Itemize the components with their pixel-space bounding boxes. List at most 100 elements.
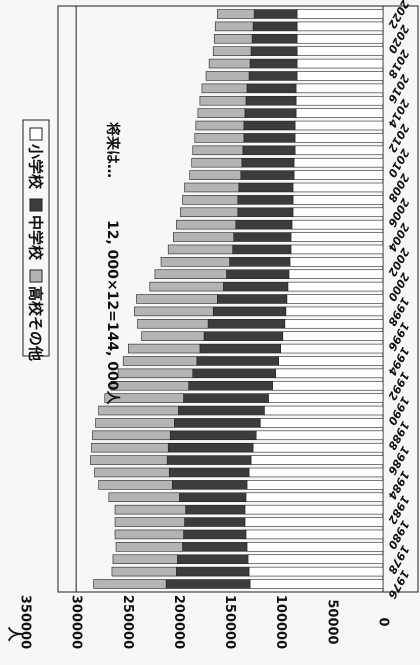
bar-2016-高校その他 xyxy=(201,83,248,94)
bar-1983-小学校 xyxy=(245,492,384,503)
bar-2006-中学校 xyxy=(237,207,294,218)
bar-2011-高校その他 xyxy=(192,145,244,156)
bar-2015-小学校 xyxy=(295,95,384,106)
y-unit-label: 人 xyxy=(6,626,24,642)
bar-1997-高校その他 xyxy=(137,319,209,329)
bar-2020-高校その他 xyxy=(213,34,253,44)
bar-2000-高校その他 xyxy=(149,281,224,292)
bar-1993-中学校 xyxy=(192,368,276,379)
y-tick-label: 100000 xyxy=(273,595,288,649)
bar-1982-高校その他 xyxy=(114,504,186,515)
bar-2000-小学校 xyxy=(287,281,384,292)
bar-1981-高校その他 xyxy=(114,517,185,527)
bar-1986-高校その他 xyxy=(90,455,168,465)
bar-1998-中学校 xyxy=(212,306,287,317)
bar-1985-中学校 xyxy=(168,467,250,478)
bar-1977-中学校 xyxy=(176,566,250,577)
bar-2005-高校その他 xyxy=(176,219,237,230)
legend-label-小学校: 小学校 xyxy=(27,144,45,190)
legend-label-中学校: 中学校 xyxy=(27,215,45,261)
bar-2017-中学校 xyxy=(248,71,298,81)
bar-2019-中学校 xyxy=(250,46,298,56)
bar-1993-高校その他 xyxy=(117,368,194,379)
bar-2014-中学校 xyxy=(244,108,297,118)
bar-2008-高校その他 xyxy=(184,182,240,193)
bar-1979-小学校 xyxy=(246,542,384,552)
bar-1979-高校その他 xyxy=(115,542,183,552)
legend-box xyxy=(22,119,50,357)
bar-2018-小学校 xyxy=(296,58,384,69)
bar-1996-高校その他 xyxy=(141,331,205,341)
bar-2004-中学校 xyxy=(233,232,292,242)
bar-1988-高校その他 xyxy=(92,430,171,441)
bar-2010-小学校 xyxy=(293,157,384,168)
bar-2005-小学校 xyxy=(291,219,384,230)
bar-1983-中学校 xyxy=(179,492,247,503)
bar-1993-小学校 xyxy=(275,368,384,379)
bar-2022-高校その他 xyxy=(216,9,255,19)
bar-2010-中学校 xyxy=(241,157,295,168)
bar-1985-小学校 xyxy=(248,467,384,478)
bar-1976-高校その他 xyxy=(93,579,167,589)
bar-1992-高校その他 xyxy=(110,380,189,391)
bar-1999-小学校 xyxy=(286,294,384,304)
bar-1991-中学校 xyxy=(183,393,269,403)
bar-2020-小学校 xyxy=(296,34,384,44)
bar-2019-小学校 xyxy=(296,46,384,56)
bar-2004-高校その他 xyxy=(173,232,234,242)
bar-2022-小学校 xyxy=(296,9,384,19)
bar-2013-中学校 xyxy=(243,120,296,131)
bar-2016-中学校 xyxy=(246,83,297,94)
bar-1984-高校その他 xyxy=(98,480,173,490)
bar-1976-中学校 xyxy=(165,579,251,589)
bar-2003-小学校 xyxy=(290,244,384,255)
bar-2009-小学校 xyxy=(293,170,384,180)
bar-1997-中学校 xyxy=(207,319,286,329)
plot-frame xyxy=(57,5,419,593)
bar-2018-高校その他 xyxy=(208,58,251,69)
bar-1979-中学校 xyxy=(182,542,248,552)
bar-1998-高校その他 xyxy=(134,306,214,317)
bar-1988-小学校 xyxy=(255,430,384,441)
bar-2022-中学校 xyxy=(253,9,298,19)
bar-2017-高校その他 xyxy=(205,71,250,81)
legend-marker-中学校 xyxy=(29,198,43,212)
bar-2012-中学校 xyxy=(243,133,296,143)
bar-2019-高校その他 xyxy=(212,46,252,56)
bar-1991-小学校 xyxy=(268,393,384,403)
bar-2014-小学校 xyxy=(295,108,384,118)
bar-2007-小学校 xyxy=(292,195,384,205)
bar-2002-高校その他 xyxy=(160,257,230,267)
bar-2000-中学校 xyxy=(223,281,289,292)
bar-2018-中学校 xyxy=(249,58,298,69)
bar-1986-中学校 xyxy=(166,455,252,465)
bar-1985-高校その他 xyxy=(94,467,170,478)
bar-1995-小学校 xyxy=(280,343,384,354)
bar-2015-高校その他 xyxy=(199,95,247,106)
bar-2017-小学校 xyxy=(296,71,384,81)
bar-1989-高校その他 xyxy=(95,418,175,428)
bar-1987-中学校 xyxy=(167,442,254,453)
bar-1995-高校その他 xyxy=(128,343,201,354)
annotation: 将来は… 12, 000×12=144, 000人 xyxy=(104,122,121,405)
bar-1980-小学校 xyxy=(245,529,384,540)
bar-2020-中学校 xyxy=(251,34,298,44)
bar-2008-小学校 xyxy=(292,182,384,193)
bar-2012-高校その他 xyxy=(194,133,245,143)
bar-1978-小学校 xyxy=(247,554,384,564)
bar-1983-高校その他 xyxy=(108,492,180,503)
y-tick-label: 0 xyxy=(376,617,391,626)
bar-2007-高校その他 xyxy=(182,195,239,205)
bar-1981-小学校 xyxy=(244,517,384,527)
bar-2007-中学校 xyxy=(237,195,294,205)
bar-2002-中学校 xyxy=(229,257,291,267)
bar-1977-小学校 xyxy=(248,566,384,577)
y-tick-label: 200000 xyxy=(171,595,186,649)
bar-2008-中学校 xyxy=(238,182,294,193)
bar-2004-小学校 xyxy=(290,232,384,242)
legend-marker-高校その他 xyxy=(29,269,43,283)
y-tick-label: 350000 xyxy=(18,595,33,649)
bar-1990-中学校 xyxy=(178,405,265,416)
